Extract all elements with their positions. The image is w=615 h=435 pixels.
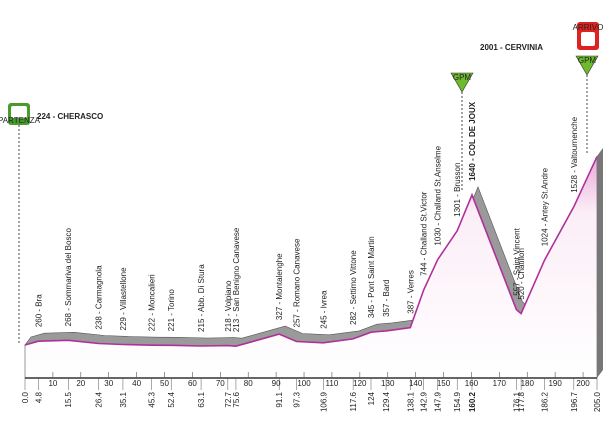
km-label: 63.1 bbox=[197, 391, 206, 407]
waypoint-label: 260 - Bra bbox=[34, 294, 43, 327]
km-label: 154.9 bbox=[453, 391, 462, 412]
start-badge: PARTENZA bbox=[0, 116, 41, 125]
km-label: 186.2 bbox=[541, 391, 550, 412]
waypoint-label: 1030 - Challand St.Anselme bbox=[434, 145, 443, 245]
waypoint-label: 1528 - Valtournenche bbox=[570, 116, 579, 192]
km-label: 72.7 bbox=[224, 391, 233, 407]
finish-badge-icon: ARRIVO bbox=[573, 22, 604, 50]
km-label: 124 bbox=[367, 391, 376, 405]
km-tick-label: 10 bbox=[48, 379, 57, 388]
km-label: 176.1 bbox=[512, 391, 521, 412]
waypoint-label: 520 - Chatillon bbox=[517, 248, 526, 300]
km-label: 26.4 bbox=[95, 391, 104, 407]
gpm-icons: GPM GPM bbox=[450, 55, 599, 190]
km-label: 147.9 bbox=[434, 391, 443, 412]
km-tick-label: 50 bbox=[160, 379, 169, 388]
km-tick-label: 60 bbox=[188, 379, 197, 388]
finish-label: 2001 - CERVINIA bbox=[480, 43, 543, 52]
km-tick-label: 130 bbox=[381, 379, 395, 388]
km-label: 0.0 bbox=[21, 391, 30, 403]
base-side bbox=[597, 148, 603, 378]
waypoint-label: 1640 - COL DE JOUX bbox=[468, 101, 477, 181]
km-label: 160.2 bbox=[468, 391, 477, 412]
km-label: 75.6 bbox=[232, 391, 241, 407]
km-label: 129.4 bbox=[382, 391, 391, 412]
km-label: 15.5 bbox=[64, 391, 73, 407]
waypoint-label: 238 - Carmagnola bbox=[95, 265, 104, 330]
km-tick-label: 90 bbox=[272, 379, 281, 388]
km-tick-label: 120 bbox=[353, 379, 367, 388]
waypoint-label: 257 - Romano Canavese bbox=[292, 238, 301, 327]
waypoint-label: 744 - Challand St.Victor bbox=[420, 191, 429, 276]
km-tick-label: 100 bbox=[297, 379, 311, 388]
km-label: 117.6 bbox=[349, 391, 358, 411]
km-label: 142.9 bbox=[420, 391, 429, 412]
start-badge-icon: PARTENZA bbox=[0, 103, 41, 345]
waypoint-label: 213 - San Benigno Canavese bbox=[232, 227, 241, 332]
km-tick-label: 140 bbox=[409, 379, 423, 388]
waypoint-label: 387 - Verres bbox=[406, 270, 415, 314]
km-label: 91.1 bbox=[275, 391, 284, 407]
waypoint-label: 229 - Villastellone bbox=[119, 267, 128, 331]
km-tick-label: 70 bbox=[216, 379, 225, 388]
waypoint-label: 557 - Saint Vincent bbox=[512, 227, 521, 295]
waypoint-label: 268 - Sommariva del Bosco bbox=[64, 228, 73, 327]
waypoint-label: 1301 - Brusson bbox=[453, 163, 462, 217]
km-label: 196.7 bbox=[570, 391, 579, 412]
waypoint-label: 345 - Pont Saint Martin bbox=[367, 236, 376, 318]
waypoint-label: 282 - Settimo Vittone bbox=[349, 250, 358, 325]
waypoint-label: 327 - Montalenghe bbox=[275, 253, 284, 320]
km-label: 97.3 bbox=[292, 391, 301, 407]
km-label: 106.9 bbox=[319, 391, 328, 412]
km-tick-label: 20 bbox=[76, 379, 85, 388]
gpm-label: GPM bbox=[578, 56, 597, 65]
km-label: 205.0 bbox=[593, 391, 602, 412]
km-tick-label: 160 bbox=[465, 379, 479, 388]
km-label: 177.8 bbox=[517, 391, 526, 412]
km-label: 4.8 bbox=[34, 391, 43, 403]
km-tick-label: 80 bbox=[244, 379, 253, 388]
waypoint-label: 218 - Volpiano bbox=[224, 280, 233, 332]
finish-badge: ARRIVO bbox=[573, 23, 604, 32]
waypoint-label: 221 - Torino bbox=[167, 289, 176, 332]
waypoint-label: 215 - Abb. Di Stura bbox=[197, 264, 206, 332]
km-label: 52.4 bbox=[167, 391, 176, 407]
waypoint-label: 357 - Bard bbox=[382, 280, 391, 317]
waypoint-label: 245 - Ivrea bbox=[319, 290, 328, 329]
gpm-label: GPM bbox=[453, 73, 472, 82]
profile-line bbox=[24, 156, 598, 348]
km-label: 138.1 bbox=[406, 391, 415, 412]
km-tick-label: 150 bbox=[437, 379, 451, 388]
waypoint-label: 1024 - Antey St.Andre bbox=[541, 167, 550, 246]
km-tick-label: 200 bbox=[576, 379, 590, 388]
km-tick-label: 190 bbox=[548, 379, 562, 388]
km-tick-label: 40 bbox=[132, 379, 141, 388]
km-tick-label: 30 bbox=[104, 379, 113, 388]
km-tick-label: 180 bbox=[521, 379, 535, 388]
km-tick-label: 110 bbox=[326, 379, 339, 388]
km-label: 35.1 bbox=[119, 391, 128, 407]
km-tick-label: 170 bbox=[493, 379, 507, 388]
start-label: 224 - CHERASCO bbox=[37, 112, 103, 121]
waypoint-label: 222 - Moncalieri bbox=[147, 274, 156, 331]
km-label: 45.3 bbox=[147, 391, 156, 407]
